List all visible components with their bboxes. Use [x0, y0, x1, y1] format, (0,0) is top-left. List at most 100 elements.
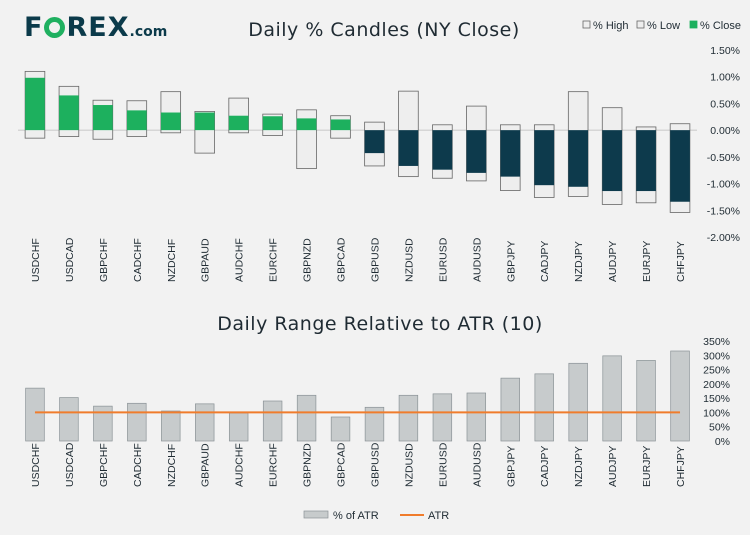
candles-ytick: 1.00%	[710, 72, 740, 84]
atr-xlabel-gbpchf: GBPCHF	[98, 443, 110, 487]
legend-swatch-high	[582, 20, 591, 29]
atr-ytick: 200%	[703, 379, 730, 391]
atr-xlabel-eurchf: EURCHF	[268, 443, 280, 487]
candles-ytick: 0.00%	[710, 125, 740, 137]
legend-label-low: % Low	[647, 20, 680, 32]
atr-xlabel-usdchf: USDCHF	[30, 443, 42, 487]
atr-bar-nzdjpy	[568, 362, 588, 442]
atr-bar-cadchf	[127, 402, 147, 442]
atr-xlabel-gbpnzd: GBPNZD	[302, 443, 314, 487]
atr-bar-nzdchf	[161, 410, 181, 442]
atr-ytick: 350%	[703, 336, 730, 348]
close-bar-gbpjpy	[500, 130, 521, 177]
candles-xlabel-nzdjpy: NZDJPY	[573, 241, 585, 282]
candles-ytick: -0.50%	[707, 152, 740, 164]
atr-xlabel-gbpaud: GBPAUD	[200, 443, 212, 487]
close-bar-cadjpy	[534, 130, 555, 186]
atr-xlabel-nzdusd: NZDUSD	[403, 443, 415, 487]
candles-xlabel-gbpchf: GBPCHF	[98, 238, 110, 282]
legend-label-close: % Close	[700, 20, 741, 32]
candles-ytick: 1.50%	[710, 45, 740, 57]
logo-text-f: F	[24, 12, 44, 43]
atr-bar-eurchf	[262, 400, 283, 442]
legend-swatch-pct-of-atr	[303, 510, 329, 519]
candles-xlabel-eurchf: EURCHF	[268, 238, 280, 282]
close-bar-gbpaud	[194, 112, 215, 131]
atr-ytick: 100%	[703, 407, 730, 419]
atr-ytick: 300%	[703, 350, 730, 362]
atr-bar-nzdusd	[398, 394, 419, 442]
close-bar-audjpy	[602, 130, 622, 192]
legend-swatch-close	[689, 20, 698, 29]
candles-xlabel-audjpy: AUDJPY	[607, 241, 619, 282]
close-bar-eurusd	[432, 130, 453, 170]
candles-xlabel-gbpcad: GBPCAD	[336, 237, 348, 282]
close-bar-eurchf	[262, 116, 283, 131]
candles-xlabel-eurjpy: EURJPY	[641, 241, 653, 282]
atr-ytick: 250%	[703, 365, 730, 377]
candles-ytick: -1.50%	[707, 205, 740, 217]
candles-xlabel-usdcad: USDCAD	[64, 237, 76, 282]
logo-text-rex: REX	[66, 12, 130, 43]
candles-xlabel-chfjpy: CHFJPY	[675, 241, 687, 282]
candles-xlabel-eurusd: EURUSD	[437, 237, 449, 282]
atr-bar-audjpy	[602, 355, 622, 442]
candles-ytick: -2.00%	[707, 232, 740, 244]
legend-label-atr: ATR	[428, 510, 449, 522]
atr-xlabel-cadjpy: CADJPY	[539, 446, 551, 487]
close-bar-gbpcad	[330, 119, 351, 131]
atr-xlabel-nzdchf: NZDCHF	[166, 444, 178, 487]
atr-xlabel-eurusd: EURUSD	[437, 442, 449, 487]
atr-bar-audchf	[228, 412, 249, 442]
candles-ytick: -1.00%	[707, 179, 740, 191]
candles-xlabel-audusd: AUDUSD	[471, 237, 483, 282]
close-bar-usdcad	[59, 95, 79, 131]
atr-bar-audusd	[466, 392, 487, 442]
close-bar-chfjpy	[670, 130, 690, 202]
atr-xlabel-eurjpy: EURJPY	[641, 446, 653, 487]
atr-bar-gbpnzd	[296, 394, 317, 442]
candles-xlabel-nzdusd: NZDUSD	[403, 238, 415, 282]
close-bar-usdchf	[25, 77, 45, 131]
candles-xlabel-audchf: AUDCHF	[234, 238, 246, 282]
atr-xlabel-nzdjpy: NZDJPY	[573, 446, 585, 487]
candles-xlabel-gbpnzd: GBPNZD	[302, 238, 314, 282]
atr-bar-cadjpy	[534, 373, 554, 442]
close-bar-gbpusd	[364, 130, 385, 154]
candles-xlabel-usdchf: USDCHF	[30, 238, 42, 282]
close-bar-gbpnzd	[296, 118, 317, 131]
atr-bar-gbpchf	[93, 405, 113, 442]
legend-label-pct-of-atr: % of ATR	[333, 510, 379, 522]
candles-chart-title: Daily % Candles (NY Close)	[248, 19, 520, 41]
legend-swatch-low	[636, 20, 645, 29]
atr-bar-eurusd	[432, 393, 453, 442]
atr-chart-title: Daily Range Relative to ATR (10)	[217, 313, 543, 335]
close-bar-audusd	[466, 130, 487, 173]
atr-xlabel-chfjpy: CHFJPY	[675, 446, 687, 487]
close-bar-cadchf	[126, 110, 147, 131]
candles-ytick: 0.50%	[710, 98, 740, 110]
candles-xlabel-gbpusd: GBPUSD	[369, 237, 381, 282]
atr-xlabel-audjpy: AUDJPY	[607, 446, 619, 487]
logo-suffix: .com	[129, 24, 168, 40]
candles-xlabel-gbpaud: GBPAUD	[200, 238, 212, 282]
close-bar-nzdusd	[398, 130, 419, 166]
close-bar-eurjpy	[636, 130, 656, 192]
atr-xlabel-audchf: AUDCHF	[234, 443, 246, 487]
atr-bar-gbpusd	[364, 406, 385, 442]
atr-xlabel-gbpcad: GBPCAD	[336, 442, 348, 487]
forex-logo: F REX.com	[24, 12, 167, 46]
close-bar-nzdjpy	[568, 130, 589, 187]
close-bar-nzdchf	[160, 112, 181, 131]
atr-ytick: 0%	[715, 436, 730, 448]
atr-bar-gbpcad	[330, 416, 351, 442]
atr-bar-eurjpy	[636, 360, 656, 442]
candles-xlabel-nzdchf: NZDCHF	[166, 239, 178, 282]
atr-xlabel-cadchf: CADCHF	[132, 443, 144, 487]
legend-label-high: % High	[593, 20, 628, 32]
close-bar-audchf	[228, 115, 249, 131]
atr-bar-usdcad	[59, 397, 79, 442]
atr-ytick: 50%	[709, 422, 730, 434]
atr-xlabel-gbpjpy: GBPJPY	[505, 446, 517, 487]
candles-xlabel-cadjpy: CADJPY	[539, 241, 551, 282]
